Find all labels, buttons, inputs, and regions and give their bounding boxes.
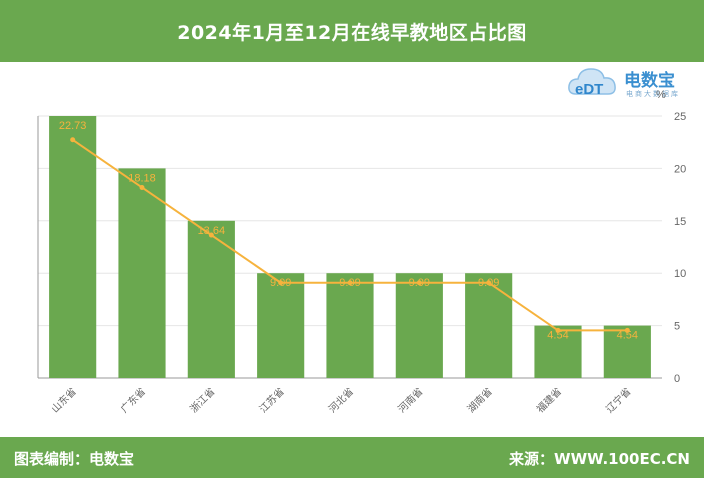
y-tick-label: 20 [674,163,686,175]
data-label: 9.09 [339,277,360,289]
footer-bar: 图表编制：电数宝 来源：WWW.100EC.CN [0,437,704,478]
footer-credit: 图表编制：电数宝 [14,450,135,468]
line-point [416,280,422,286]
data-label: 9.09 [270,277,291,289]
cloud-logo-icon: eDT [568,68,616,98]
x-tick-label: 河北省 [326,385,356,415]
bar [257,273,305,378]
data-label: 13.64 [198,225,226,237]
logo-mark-text: eDT [575,81,603,98]
y-tick-label: 5 [674,321,680,333]
line-point [139,184,145,190]
data-label: 22.73 [59,120,87,132]
bar [326,273,374,378]
bar [465,273,513,378]
data-label: 4.54 [547,330,568,342]
chart-area: 0 5 10 15 20 25% 22.73 18.18 13.64 9.09 9.09 9.09 9.… [0,62,704,437]
logo-brand-text: 电数宝 [624,71,675,91]
line-point [624,327,630,333]
bar [49,116,97,378]
bar [118,168,166,378]
x-tick-label: 江苏省 [256,385,286,415]
x-tick-label: 浙江省 [187,385,217,415]
x-tick-label: 湖南省 [464,385,494,415]
x-tick-label: 福建省 [534,385,564,415]
data-label: 4.54 [617,330,638,342]
bar [534,325,582,378]
data-label: 18.18 [128,172,156,184]
bar [187,220,235,378]
footer-source: 来源：WWW.100EC.CN [509,450,690,468]
bar-line-chart: 0 5 10 15 20 25% 22.73 18.18 13.64 9.09 9.09 9.09 9.… [37,89,686,415]
y-tick-label: 25 [674,111,686,123]
line-point [347,280,353,286]
brand-logo: eDT 电数宝 电商大数据库 [566,60,686,104]
chart-title: 2024年1月至12月在线早教地区占比图 [177,21,527,44]
logo-subtitle: 电商大数据库 [626,90,680,98]
x-tick-label: 河南省 [395,385,425,415]
line-point [486,280,492,286]
y-tick-label: 15 [674,216,686,228]
x-tick-label: 广东省 [118,385,148,415]
line-point [70,137,76,143]
line-point [278,280,284,286]
y-tick-label: 10 [674,268,686,280]
x-tick-label: 山东省 [48,385,78,415]
bar [395,273,443,378]
line-point [555,327,561,333]
x-tick-label: 辽宁省 [603,385,633,415]
data-label: 9.09 [409,277,430,289]
y-axis-unit: % [656,89,666,101]
bar [603,325,651,378]
data-label: 9.09 [478,277,499,289]
chart-title-bar: 2024年1月至12月在线早教地区占比图 [0,0,704,62]
line-point [208,232,214,238]
y-tick-label: 0 [674,373,680,385]
